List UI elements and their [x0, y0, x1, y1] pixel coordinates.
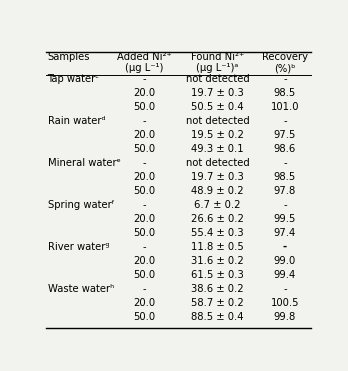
Text: 99.4: 99.4 — [274, 270, 296, 280]
Text: -: - — [283, 116, 287, 126]
Text: 50.0: 50.0 — [134, 144, 156, 154]
Text: 99.5: 99.5 — [274, 214, 296, 224]
Text: Mineral waterᵉ: Mineral waterᵉ — [48, 158, 120, 168]
Text: 50.0: 50.0 — [134, 312, 156, 322]
Text: 101.0: 101.0 — [271, 102, 299, 112]
Text: not detected: not detected — [185, 74, 249, 84]
Text: 97.5: 97.5 — [274, 130, 296, 140]
Text: 98.5: 98.5 — [274, 88, 296, 98]
Text: 31.6 ± 0.2: 31.6 ± 0.2 — [191, 256, 244, 266]
Text: 97.4: 97.4 — [274, 228, 296, 238]
Text: 100.5: 100.5 — [271, 298, 299, 308]
Text: (µg L⁻¹): (µg L⁻¹) — [125, 63, 164, 73]
Text: -: - — [143, 116, 147, 126]
Text: Recovery: Recovery — [262, 52, 308, 62]
Text: -: - — [283, 284, 287, 294]
Text: Added Ni²⁺: Added Ni²⁺ — [117, 52, 172, 62]
Text: 11.8 ± 0.5: 11.8 ± 0.5 — [191, 242, 244, 252]
Text: -: - — [283, 242, 287, 252]
Text: Spring waterᶠ: Spring waterᶠ — [48, 200, 114, 210]
Text: 50.0: 50.0 — [134, 228, 156, 238]
Text: Tap waterᶜ: Tap waterᶜ — [48, 74, 100, 84]
Text: -: - — [143, 74, 147, 84]
Text: -: - — [143, 200, 147, 210]
Text: 50.5 ± 0.4: 50.5 ± 0.4 — [191, 102, 244, 112]
Text: 20.0: 20.0 — [134, 256, 156, 266]
Text: 26.6 ± 0.2: 26.6 ± 0.2 — [191, 214, 244, 224]
Text: 97.8: 97.8 — [274, 186, 296, 196]
Text: -: - — [143, 158, 147, 168]
Text: 50.0: 50.0 — [134, 102, 156, 112]
Text: 50.0: 50.0 — [134, 270, 156, 280]
Text: -: - — [283, 200, 287, 210]
Text: Found Ni²⁺: Found Ni²⁺ — [191, 52, 244, 62]
Text: 20.0: 20.0 — [134, 298, 156, 308]
Text: 19.7 ± 0.3: 19.7 ± 0.3 — [191, 172, 244, 182]
Text: 20.0: 20.0 — [134, 130, 156, 140]
Text: 99.0: 99.0 — [274, 256, 296, 266]
Text: 98.6: 98.6 — [274, 144, 296, 154]
Text: 98.5: 98.5 — [274, 172, 296, 182]
Text: Waste waterʰ: Waste waterʰ — [48, 284, 114, 294]
Text: River waterᵍ: River waterᵍ — [48, 242, 109, 252]
Text: 20.0: 20.0 — [134, 172, 156, 182]
Text: 19.5 ± 0.2: 19.5 ± 0.2 — [191, 130, 244, 140]
Text: 61.5 ± 0.3: 61.5 ± 0.3 — [191, 270, 244, 280]
Text: 38.6 ± 0.2: 38.6 ± 0.2 — [191, 284, 244, 294]
Text: not detected: not detected — [185, 116, 249, 126]
Text: Samples: Samples — [48, 52, 90, 62]
Text: (µg L⁻¹)ᵃ: (µg L⁻¹)ᵃ — [196, 63, 239, 73]
Text: 48.9 ± 0.2: 48.9 ± 0.2 — [191, 186, 244, 196]
Text: (%)ᵇ: (%)ᵇ — [274, 63, 296, 73]
Text: Rain waterᵈ: Rain waterᵈ — [48, 116, 105, 126]
Text: 50.0: 50.0 — [134, 186, 156, 196]
Text: 88.5 ± 0.4: 88.5 ± 0.4 — [191, 312, 244, 322]
Text: 20.0: 20.0 — [134, 88, 156, 98]
Text: 20.0: 20.0 — [134, 214, 156, 224]
Text: 49.3 ± 0.1: 49.3 ± 0.1 — [191, 144, 244, 154]
Text: -: - — [283, 158, 287, 168]
Text: -: - — [283, 74, 287, 84]
Text: 55.4 ± 0.3: 55.4 ± 0.3 — [191, 228, 244, 238]
Text: not detected: not detected — [185, 158, 249, 168]
Text: -: - — [143, 284, 147, 294]
Text: 58.7 ± 0.2: 58.7 ± 0.2 — [191, 298, 244, 308]
Text: 99.8: 99.8 — [274, 312, 296, 322]
Text: 6.7 ± 0.2: 6.7 ± 0.2 — [194, 200, 241, 210]
Text: 19.7 ± 0.3: 19.7 ± 0.3 — [191, 88, 244, 98]
Text: -: - — [143, 242, 147, 252]
